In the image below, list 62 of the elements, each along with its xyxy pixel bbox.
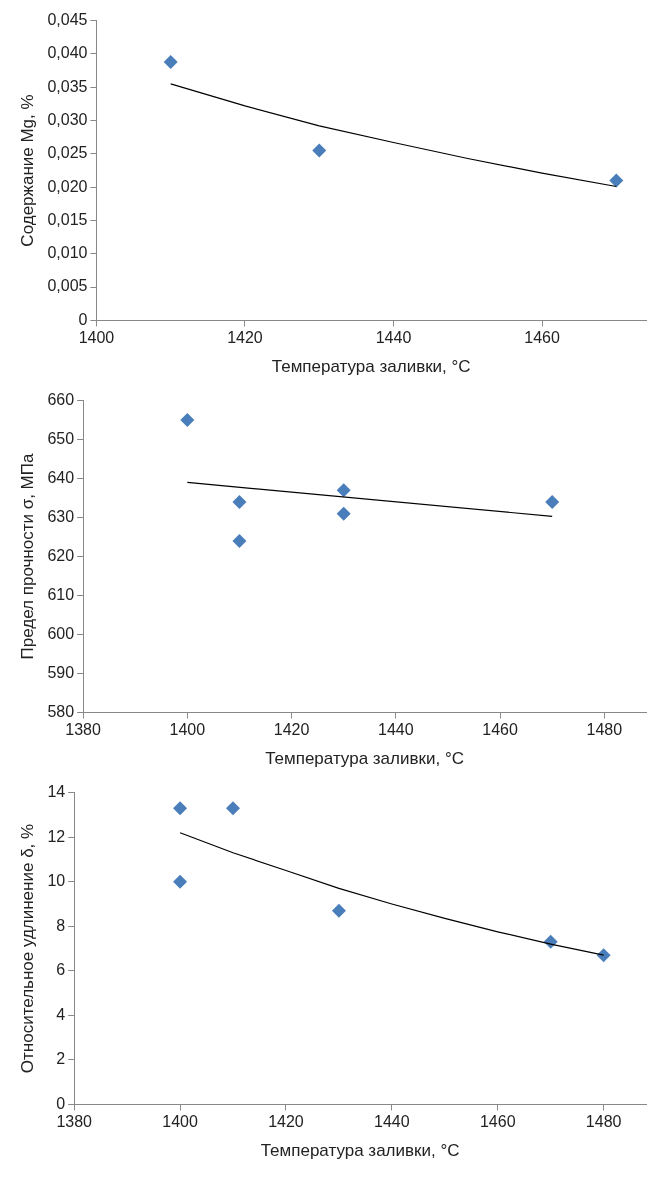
x-tick-label: 1420 bbox=[273, 721, 310, 739]
x-tick-label: 1460 bbox=[479, 1113, 516, 1131]
x-axis-title: Температура заливки, °C bbox=[265, 749, 464, 769]
y-tick-label: 0,025 bbox=[47, 144, 88, 162]
y-tick-label: 620 bbox=[47, 546, 75, 564]
y-tick-label: 2 bbox=[56, 1050, 66, 1068]
x-tick-label: 1480 bbox=[586, 721, 623, 739]
x-tick-label: 1460 bbox=[524, 329, 560, 347]
y-tick-label: 0,005 bbox=[47, 277, 88, 295]
x-tick-label: 1380 bbox=[65, 721, 101, 739]
y-tick-label: 0,045 bbox=[47, 11, 88, 29]
y-tick-label: 0,020 bbox=[47, 177, 88, 195]
y-tick-label: 14 bbox=[47, 783, 66, 801]
point bbox=[336, 506, 351, 521]
point bbox=[173, 801, 188, 816]
point bbox=[545, 494, 560, 509]
y-tick-label: 0,035 bbox=[47, 77, 88, 95]
x-tick-label: 1380 bbox=[56, 1113, 93, 1131]
y-axis-title: Содержание Mg, % bbox=[17, 94, 37, 247]
point bbox=[232, 494, 247, 509]
point bbox=[331, 903, 346, 918]
x-tick-label: 1420 bbox=[227, 329, 263, 347]
y-tick-label: 640 bbox=[47, 468, 75, 486]
point bbox=[609, 173, 624, 188]
point bbox=[226, 801, 241, 816]
y-tick-label: 0,030 bbox=[47, 110, 88, 128]
y-tick-label: 0 bbox=[78, 310, 88, 328]
x-tick-label: 1440 bbox=[375, 329, 412, 347]
y-tick-label: 4 bbox=[56, 1005, 66, 1023]
y-tick-label: 10 bbox=[47, 872, 66, 890]
x-tick-label: 1440 bbox=[374, 1113, 410, 1131]
x-axis-title: Температура заливки, °C bbox=[260, 1141, 460, 1161]
y-tick-label: 0,015 bbox=[47, 210, 88, 228]
y-tick-label: 0,040 bbox=[47, 44, 88, 62]
y-axis-title: Предел прочности σ, МПа bbox=[17, 453, 37, 660]
x-tick-label: 1400 bbox=[78, 329, 115, 347]
y-tick-label: 12 bbox=[47, 827, 66, 845]
point bbox=[163, 54, 178, 69]
y-tick-label: 0 bbox=[56, 1094, 66, 1112]
x-tick-label: 1400 bbox=[162, 1113, 198, 1131]
x-tick-label: 1400 bbox=[169, 721, 206, 739]
point bbox=[336, 483, 351, 498]
point bbox=[312, 143, 327, 158]
y-tick-label: 600 bbox=[47, 624, 75, 642]
point bbox=[232, 533, 247, 548]
y-tick-label: 610 bbox=[47, 585, 75, 603]
x-tick-label: 1440 bbox=[378, 721, 414, 739]
y-axis-title: Относительное удлинение δ, % bbox=[17, 823, 37, 1074]
y-tick-label: 660 bbox=[47, 391, 75, 409]
x-tick-label: 1460 bbox=[482, 721, 518, 739]
x-tick-label: 1420 bbox=[268, 1113, 304, 1131]
y-tick-label: 590 bbox=[47, 663, 75, 681]
y-tick-label: 650 bbox=[47, 429, 75, 447]
y-tick-label: 0,010 bbox=[47, 244, 88, 262]
y-tick-label: 6 bbox=[56, 961, 66, 979]
y-tick-label: 580 bbox=[47, 702, 75, 720]
point bbox=[180, 413, 195, 428]
point bbox=[173, 874, 188, 889]
x-tick-label: 1480 bbox=[585, 1113, 622, 1131]
x-axis-title: Температура заливки, °C bbox=[271, 357, 471, 377]
y-tick-label: 630 bbox=[47, 507, 75, 525]
y-tick-label: 8 bbox=[56, 916, 66, 934]
